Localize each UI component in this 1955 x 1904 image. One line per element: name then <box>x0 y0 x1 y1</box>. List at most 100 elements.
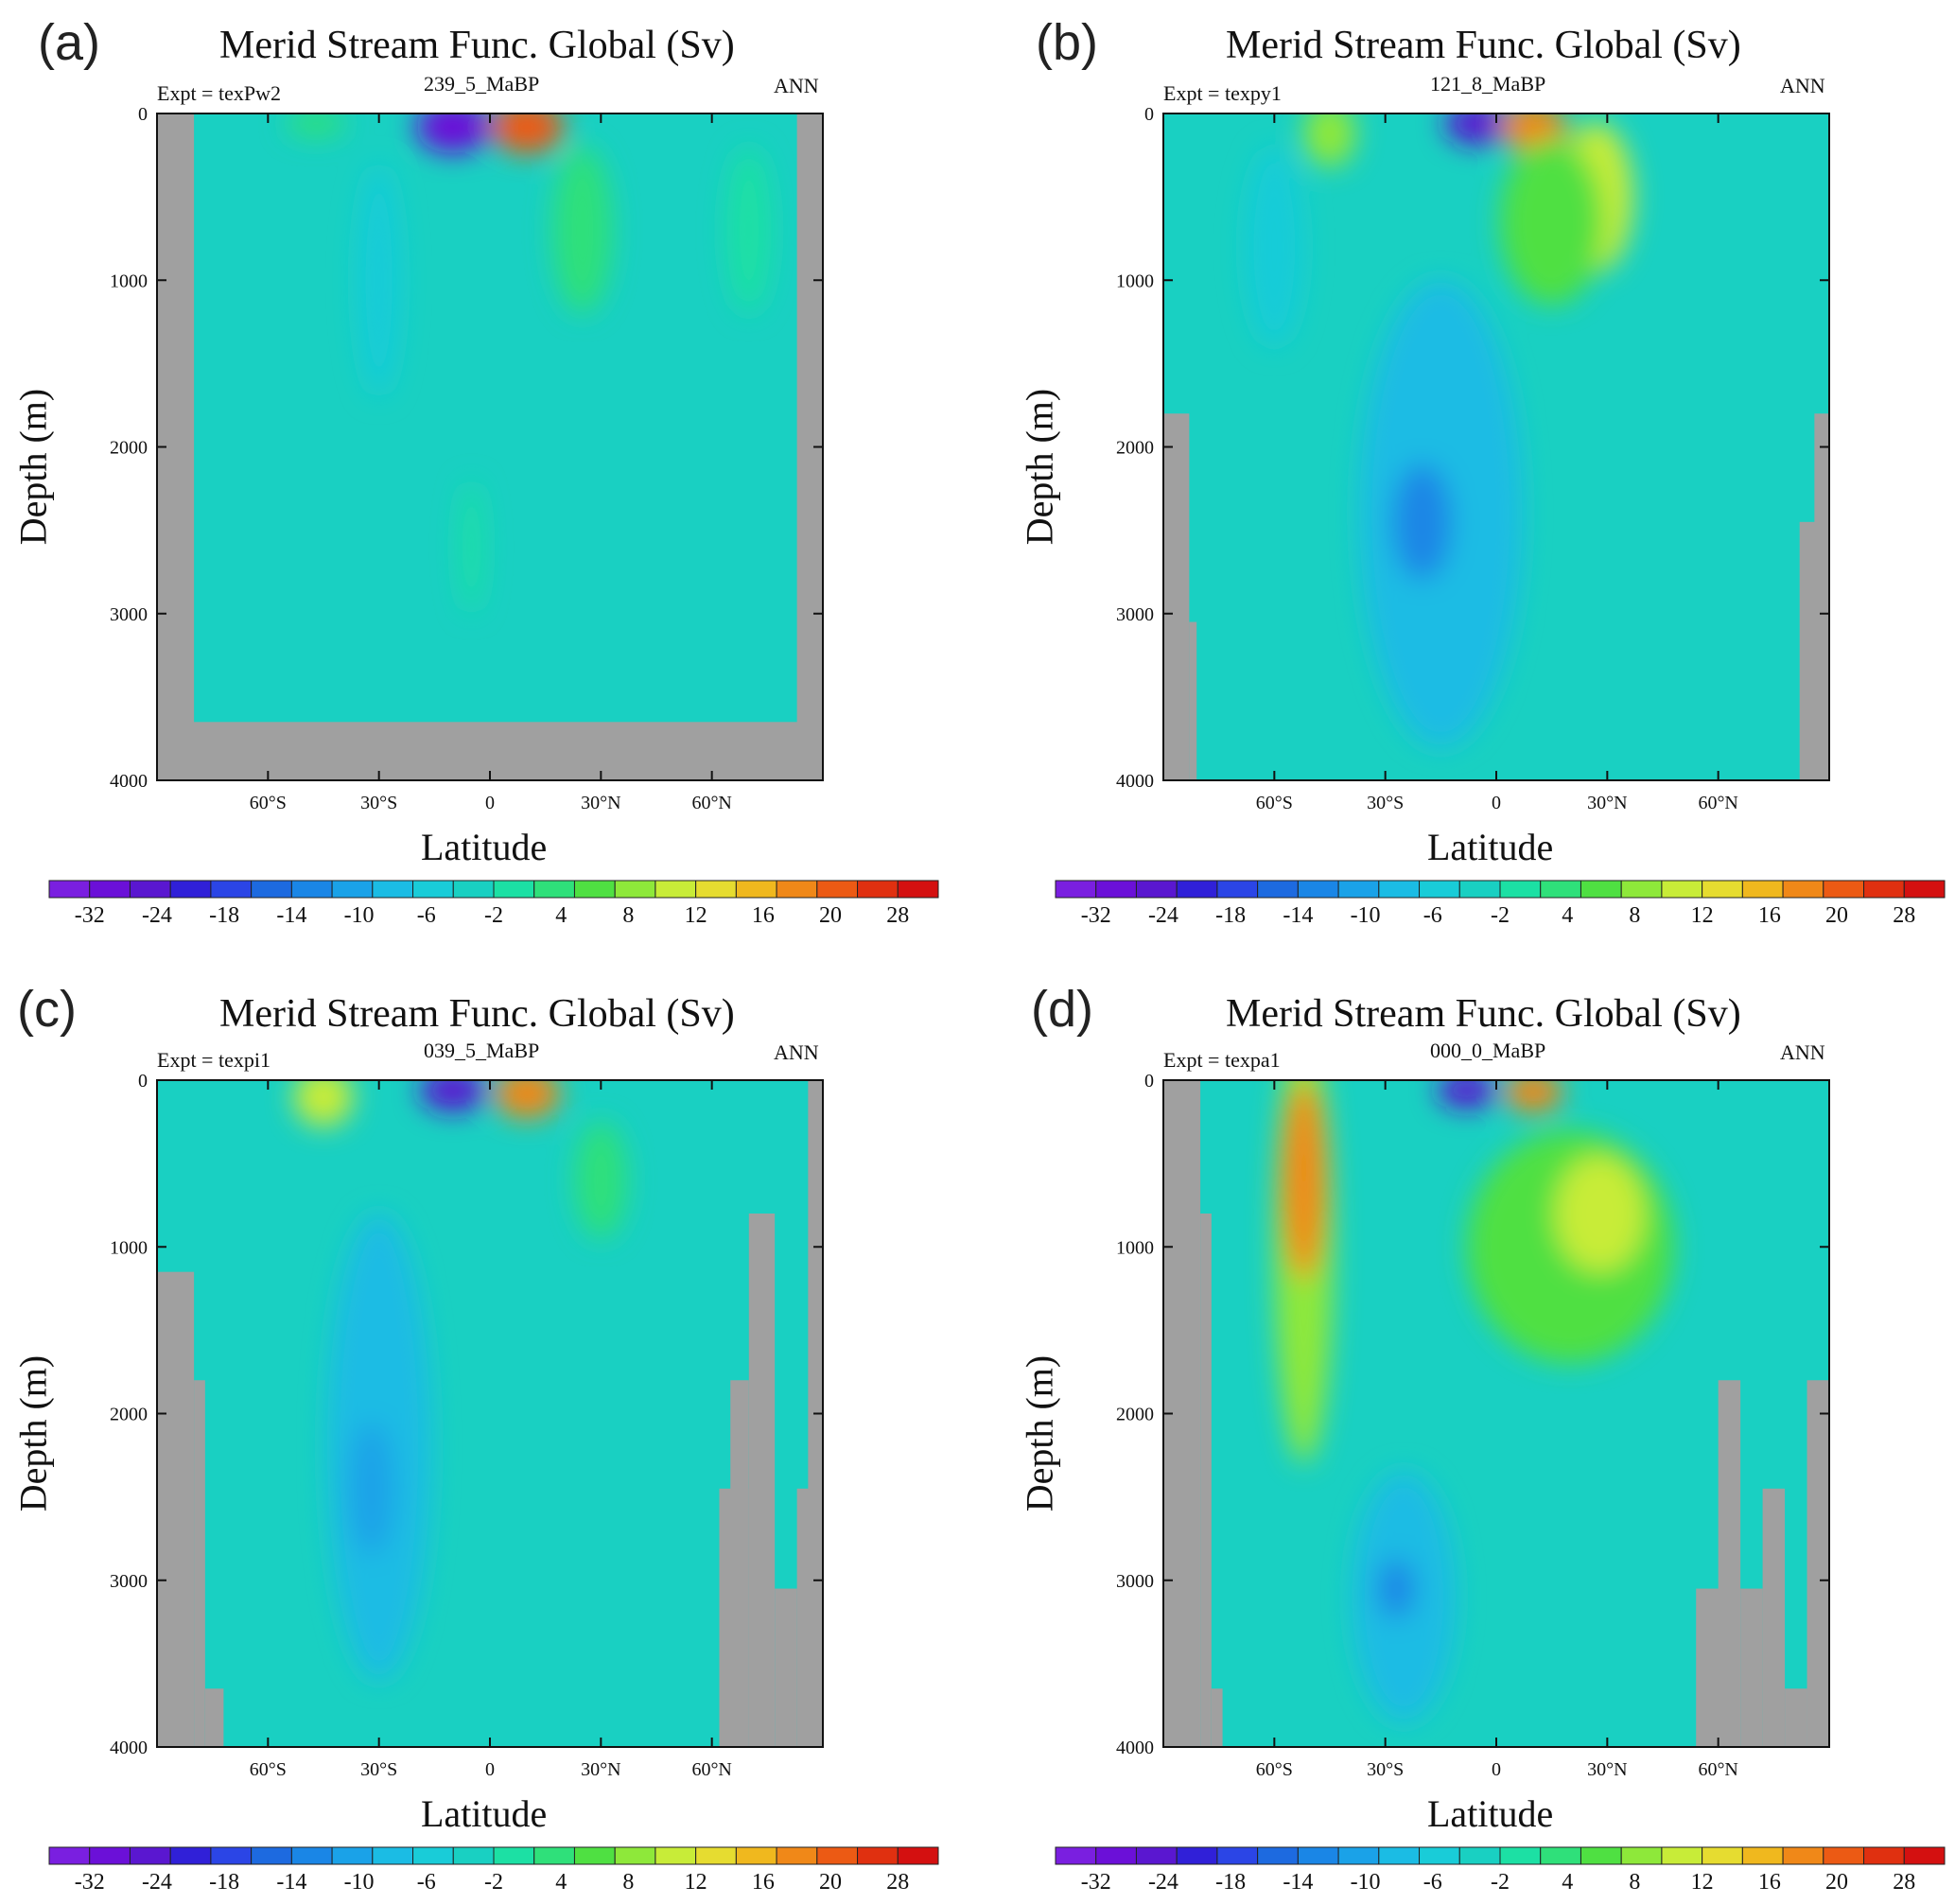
expt-label: Expt = texpa1 <box>1163 1048 1281 1072</box>
colorbar-swatch <box>1702 1846 1743 1865</box>
colorbar-swatch <box>1297 1846 1339 1865</box>
x-tick-label: 30°S <box>360 1759 397 1780</box>
land-mask <box>1740 1588 1763 1747</box>
contour-cell <box>1444 114 1511 146</box>
colorbar-swatch <box>1176 1846 1218 1865</box>
chart-subtitle: 000_0_MaBP <box>1430 1039 1546 1062</box>
y-tick-label: 1000 <box>110 271 148 291</box>
colorbar-swatch <box>1499 1846 1542 1865</box>
colorbar-tick-label: -24 <box>1148 1870 1178 1895</box>
contour-cell <box>1303 114 1356 167</box>
colorbar-swatch <box>210 880 253 899</box>
colorbar-swatch <box>857 880 899 899</box>
y-axis-title: Depth (m) <box>11 388 55 546</box>
colorbar-swatch <box>1782 880 1824 899</box>
colorbar-tick-label: -14 <box>276 903 306 928</box>
colorbar: -32 -24 -18 -14 -10 -6 -2 4 8 12 16 20 28 <box>1055 880 1946 928</box>
y-tick-label: 4000 <box>110 771 148 792</box>
colorbar-swatch <box>776 1846 818 1865</box>
colorbar-swatch <box>655 1846 697 1865</box>
colorbar-tick-label: 28 <box>1893 1870 1915 1895</box>
colorbar-swatch <box>1741 1846 1784 1865</box>
y-axis-title: Depth (m) <box>11 1354 55 1512</box>
colorbar-tick-label: 12 <box>685 1870 707 1895</box>
colorbar-tick-label: 20 <box>819 1870 842 1895</box>
colorbar-swatch <box>372 880 414 899</box>
land-mask <box>1785 1688 1807 1747</box>
colorbar-swatch <box>1661 880 1703 899</box>
colorbar-swatch <box>1863 1846 1905 1865</box>
colorbar-tick-label: -32 <box>1081 903 1111 928</box>
contour-cell <box>460 480 483 614</box>
colorbar-swatch <box>1580 1846 1622 1865</box>
colorbar-swatch <box>251 880 292 899</box>
colorbar-tick-label: -10 <box>1351 903 1381 928</box>
x-tick-label: 60°N <box>1698 1759 1737 1780</box>
y-tick-label: 3000 <box>110 1571 148 1592</box>
contour-cell <box>357 163 402 397</box>
colorbar-tick-label: 12 <box>685 903 707 928</box>
x-tick-label: 0 <box>485 793 495 813</box>
colorbar-tick-label: 28 <box>886 1870 909 1895</box>
colorbar-tick-label: -18 <box>1215 1870 1246 1895</box>
colorbar-swatch <box>331 880 374 899</box>
colorbar-swatch <box>614 1846 656 1865</box>
y-tick-label: 3000 <box>110 604 148 625</box>
colorbar-swatch <box>1499 880 1542 899</box>
colorbar-swatch <box>1863 880 1905 899</box>
colorbar-swatch <box>1620 1846 1663 1865</box>
colorbar-tick-label: 16 <box>1758 903 1781 928</box>
colorbar-tick-label: -32 <box>1081 1870 1111 1895</box>
contour-cell <box>1499 138 1604 306</box>
expt-label: Expt = texpy1 <box>1163 81 1282 105</box>
colorbar-swatch <box>1661 1846 1703 1865</box>
colorbar-swatch <box>1095 880 1137 899</box>
colorbar-tick-label: -2 <box>1491 1870 1510 1895</box>
contour-cell <box>1503 1080 1563 1112</box>
expt-label: Expt = texpi1 <box>157 1048 271 1072</box>
colorbar-swatch <box>169 1846 212 1865</box>
colorbar-swatch <box>129 1846 171 1865</box>
colorbar-swatch <box>1176 880 1218 899</box>
land-mask <box>1762 1488 1786 1747</box>
x-tick-label: 30°S <box>360 793 397 813</box>
season-label: ANN <box>774 74 819 97</box>
chart-title: Merid Stream Func. Global (Sv) <box>1226 992 1741 1036</box>
colorbar-swatch <box>897 1846 939 1865</box>
land-mask <box>1211 1688 1223 1747</box>
colorbar-swatch <box>1903 1846 1946 1865</box>
colorbar-swatch <box>1257 880 1299 899</box>
expt-label: Expt = texPw2 <box>157 81 281 105</box>
colorbar-swatch <box>816 1846 859 1865</box>
colorbar-swatch <box>816 880 859 899</box>
y-axis-title: Depth (m) <box>1018 1354 1061 1512</box>
ocean-background <box>157 114 823 780</box>
colorbar-tick-label: -6 <box>1423 1870 1442 1895</box>
x-tick-label: 60°S <box>1256 793 1293 813</box>
colorbar-tick-label: 4 <box>555 903 567 928</box>
colorbar-tick-label: -24 <box>1148 903 1178 928</box>
y-tick-label: 0 <box>138 104 148 125</box>
colorbar-tick-label: 12 <box>1691 903 1714 928</box>
y-tick-label: 0 <box>138 1071 148 1092</box>
colorbar-swatch <box>1620 880 1663 899</box>
colorbar-tick-label: 16 <box>752 1870 775 1895</box>
colorbar-swatch <box>452 1846 495 1865</box>
x-tick-label: 60°N <box>691 793 731 813</box>
colorbar-swatch <box>1055 880 1097 899</box>
y-tick-label: 0 <box>1144 1071 1154 1092</box>
colorbar-swatch <box>1702 880 1743 899</box>
colorbar-tick-label: -32 <box>75 1870 105 1895</box>
colorbar-swatch <box>1297 880 1339 899</box>
colorbar-swatch <box>251 1846 292 1865</box>
land-mask <box>1200 1214 1212 1747</box>
colorbar-tick-label: 20 <box>1825 903 1848 928</box>
colorbar-swatch <box>1378 1846 1421 1865</box>
x-tick-label: 30°S <box>1367 793 1404 813</box>
colorbar-swatch <box>169 880 212 899</box>
colorbar-tick-label: -24 <box>142 1870 172 1895</box>
colorbar-swatch <box>1458 880 1501 899</box>
y-tick-label: 3000 <box>1116 1571 1154 1592</box>
colorbar-swatch <box>331 1846 374 1865</box>
colorbar-swatch <box>1055 1846 1097 1865</box>
